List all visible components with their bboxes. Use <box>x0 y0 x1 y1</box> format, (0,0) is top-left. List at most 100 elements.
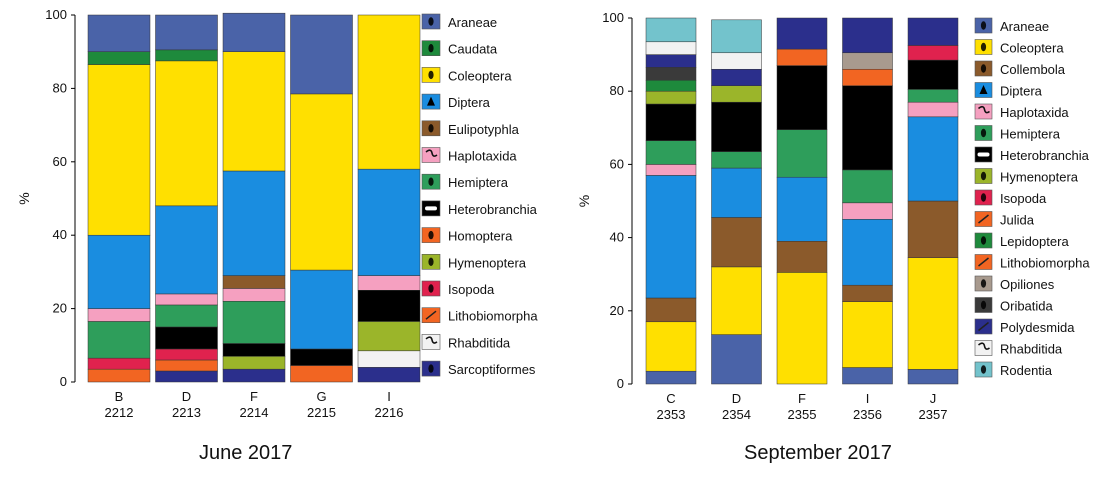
woodlouse-icon <box>421 280 441 297</box>
mite-icon <box>974 297 993 313</box>
icon-glyph <box>428 70 434 80</box>
x-tick-label-id: 2355 <box>788 407 817 422</box>
legend-label: Hymenoptera <box>448 255 527 270</box>
legend-1: Araneae Coleoptera Collembola Diptera Haplot… <box>974 17 1090 378</box>
bar-segment-diptera <box>711 167 762 218</box>
icon-glyph <box>980 128 987 138</box>
x-tick-label-letter: D <box>732 391 741 406</box>
icon-glyph <box>428 364 434 373</box>
bar-segment-rodentia <box>711 19 762 54</box>
icon-glyph <box>980 64 987 73</box>
bar-segment-heterobranchia <box>155 326 218 350</box>
icon-glyph <box>980 279 987 288</box>
bar-segment-diptera <box>87 234 151 309</box>
bar-segment-opiliones <box>842 52 893 70</box>
bar-segment-sarcoptiformes <box>155 370 218 383</box>
bar-segment-lithobiomorpha <box>842 68 893 86</box>
legend-label: Hymenoptera <box>1000 170 1079 185</box>
x-tick-label-letter: I <box>866 391 870 406</box>
bar-segment-heterobranchia <box>907 59 959 90</box>
bar-segment-diptera <box>645 175 697 299</box>
centipede-icon <box>974 254 993 270</box>
bar-segment-rodentia <box>645 17 697 43</box>
icon-glyph <box>980 365 987 374</box>
x-tick-label-letter: I <box>387 389 391 404</box>
legend-label: Rhabditida <box>1000 342 1063 357</box>
nematode-icon <box>421 334 441 350</box>
bar-segment-haplotaxida <box>87 308 151 322</box>
bar-segment-coleoptera <box>290 93 353 271</box>
salamander-icon <box>421 40 441 57</box>
chart-title-september: September 2017 <box>744 442 892 464</box>
bar-segment-coleoptera <box>222 51 286 172</box>
bar-segment-araneae <box>645 370 697 385</box>
x-tick-label-letter: J <box>930 391 937 406</box>
ant-icon <box>974 168 993 184</box>
icon-glyph <box>428 177 434 186</box>
x-tick-label-letter: D <box>182 389 191 404</box>
icon-glyph <box>978 214 989 224</box>
legend-label: Haplotaxida <box>1000 105 1069 120</box>
y-tick-label: 100 <box>45 7 67 22</box>
x-tick-label-letter: G <box>316 389 326 404</box>
bar-segment-diptera <box>907 116 959 202</box>
bar-segment-diptera <box>155 205 218 295</box>
legend-label: Heterobranchia <box>448 202 538 217</box>
legend-label: Caudata <box>448 42 498 57</box>
bar-segment-collembola <box>711 217 762 268</box>
centipede-icon <box>421 307 441 324</box>
bar-segment-araneae <box>222 12 286 52</box>
x-tick-label-id: 2216 <box>375 405 404 420</box>
icon-glyph <box>978 342 990 350</box>
harvestman-icon <box>974 275 993 292</box>
legend-label: Lepidoptera <box>1000 234 1069 249</box>
x-tick-label-letter: B <box>115 389 124 404</box>
x-tick-label-letter: F <box>798 391 806 406</box>
legend-label: Araneae <box>1000 19 1049 34</box>
bar-segment-collembola <box>907 200 959 258</box>
legend-label: Haplotaxida <box>448 149 517 164</box>
icon-glyph <box>978 257 989 267</box>
y-tick-label: 40 <box>610 230 624 245</box>
bar-segment-isopoda <box>87 357 151 370</box>
bar-segment-araneae <box>87 14 151 52</box>
y-tick-label: 40 <box>53 227 67 242</box>
legend-label: Polydesmida <box>1000 320 1075 335</box>
bar-segment-araneae <box>290 14 353 95</box>
legend-label: Coleoptera <box>1000 41 1064 56</box>
bar-segment-hemiptera <box>155 304 218 328</box>
bar-segment-heterobranchia <box>842 85 893 171</box>
y-axis-label: % <box>16 192 32 204</box>
bar-segment-lepidoptera <box>645 79 697 92</box>
bar-segment-heterobranchia <box>776 65 828 130</box>
legend-swatch <box>421 334 441 350</box>
icon-glyph <box>428 44 434 53</box>
bar-segment-coleoptera <box>711 266 762 335</box>
bar-segment-collembola <box>842 284 893 302</box>
bar-segment-coleoptera <box>842 301 893 368</box>
bar-segment-polydesmida <box>776 17 828 50</box>
legend-label: Lithobiomorpha <box>448 309 538 324</box>
icon-glyph <box>980 21 987 30</box>
bar-segment-haplotaxida <box>155 293 218 306</box>
icon-glyph <box>425 206 437 211</box>
rodent-icon <box>974 361 993 378</box>
legend-label: Sarcoptiformes <box>448 362 536 377</box>
legend-label: Collembola <box>1000 62 1066 77</box>
earthworm-icon <box>421 147 441 163</box>
x-tick-label-letter: C <box>666 391 675 406</box>
icon-glyph <box>980 193 987 202</box>
bar-segment-araneae <box>907 369 959 385</box>
bar-segment-araneae <box>842 367 893 385</box>
legend-label: Julida <box>1000 213 1035 228</box>
legend-label: Isopoda <box>1000 191 1047 206</box>
bar-segment-coleoptera <box>155 60 218 207</box>
legend-label: Hemiptera <box>448 175 509 190</box>
bar-segment-polydesmida <box>907 17 959 46</box>
bar-segment-heterobranchia <box>290 348 353 366</box>
x-tick-label-id: 2357 <box>919 407 948 422</box>
legend-swatch <box>421 147 441 163</box>
bar-segment-diptera <box>222 170 286 276</box>
